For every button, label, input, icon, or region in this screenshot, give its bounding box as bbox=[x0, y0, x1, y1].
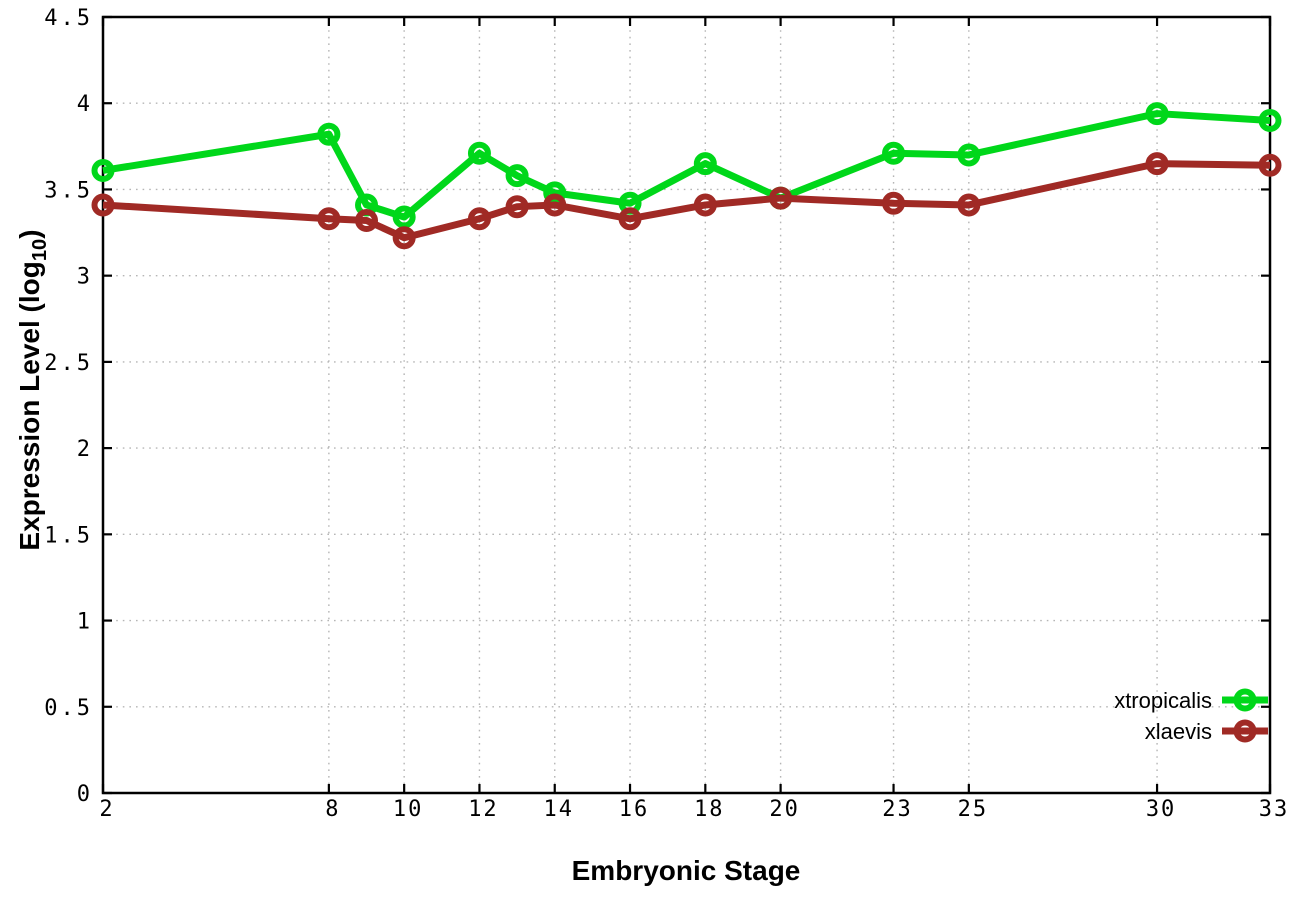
x-tick-label: 20 bbox=[769, 797, 800, 822]
data-point-xtropicalis bbox=[467, 141, 491, 165]
data-point-xlaevis bbox=[355, 208, 379, 232]
legend-label-xtropicalis: xtropicalis bbox=[1114, 688, 1212, 713]
data-point-xtropicalis bbox=[693, 152, 717, 176]
x-tick-label: 10 bbox=[393, 797, 424, 822]
data-point-xlaevis bbox=[91, 193, 115, 217]
y-axis-title-main: Expression Level (log bbox=[14, 261, 46, 551]
data-point-xlaevis bbox=[392, 226, 416, 250]
x-tick-label: 25 bbox=[958, 797, 989, 822]
legend-sample-marker-xtropicalis bbox=[1233, 688, 1257, 712]
data-point-xtropicalis bbox=[392, 205, 416, 229]
y-axis-title: Expression Level (log10) bbox=[14, 229, 52, 550]
y-tick-label: 0.5 bbox=[44, 696, 93, 721]
data-point-xtropicalis bbox=[317, 122, 341, 146]
x-tick-label: 30 bbox=[1146, 797, 1177, 822]
data-point-xlaevis bbox=[1145, 152, 1169, 176]
series-line-xtropicalis bbox=[102, 110, 1271, 221]
data-point-xlaevis bbox=[467, 207, 491, 231]
data-point-xlaevis bbox=[543, 193, 567, 217]
y-axis-title-subscript: 10 bbox=[28, 238, 51, 262]
x-tick-label: 33 bbox=[1259, 797, 1290, 822]
data-point-xtropicalis bbox=[1145, 102, 1169, 126]
data-point-xtropicalis bbox=[1258, 108, 1282, 132]
legend-label-xlaevis: xlaevis bbox=[1145, 719, 1212, 744]
y-tick-label: 0 bbox=[77, 782, 93, 807]
x-tick-label: 18 bbox=[694, 797, 725, 822]
y-tick-label: 4.5 bbox=[44, 6, 93, 31]
x-tick-label: 16 bbox=[619, 797, 650, 822]
y-tick-label: 2.5 bbox=[44, 351, 93, 376]
legend-sample-marker-xlaevis bbox=[1233, 719, 1257, 743]
y-tick-label: 1 bbox=[77, 610, 93, 635]
y-tick-label: 3.5 bbox=[44, 178, 93, 203]
plot-border bbox=[101, 15, 1272, 795]
data-point-xlaevis bbox=[769, 186, 793, 210]
x-tick-label: 2 bbox=[99, 797, 114, 822]
data-point-xlaevis bbox=[693, 193, 717, 217]
x-tick-label: 14 bbox=[543, 797, 574, 822]
y-axis-title-close: ) bbox=[14, 229, 46, 239]
data-point-xtropicalis bbox=[91, 158, 115, 182]
data-point-xlaevis bbox=[505, 195, 529, 219]
x-tick-label: 23 bbox=[882, 797, 913, 822]
data-point-xtropicalis bbox=[543, 181, 567, 205]
x-tick-label: 8 bbox=[325, 797, 340, 822]
data-point-xlaevis bbox=[882, 191, 906, 215]
data-point-xlaevis bbox=[1258, 153, 1282, 177]
data-point-xlaevis bbox=[618, 207, 642, 231]
y-tick-label: 3 bbox=[77, 265, 93, 290]
x-axis-title: Embryonic Stage bbox=[571, 855, 801, 886]
data-point-xlaevis bbox=[317, 207, 341, 231]
data-point-xtropicalis bbox=[505, 164, 529, 188]
data-point-xtropicalis bbox=[882, 141, 906, 165]
data-point-xlaevis bbox=[957, 193, 981, 217]
y-tick-label: 1.5 bbox=[44, 523, 93, 548]
y-tick-label: 2 bbox=[77, 437, 93, 462]
y-tick-label: 4 bbox=[77, 92, 93, 117]
data-point-xtropicalis bbox=[957, 143, 981, 167]
x-tick-label: 12 bbox=[468, 797, 499, 822]
